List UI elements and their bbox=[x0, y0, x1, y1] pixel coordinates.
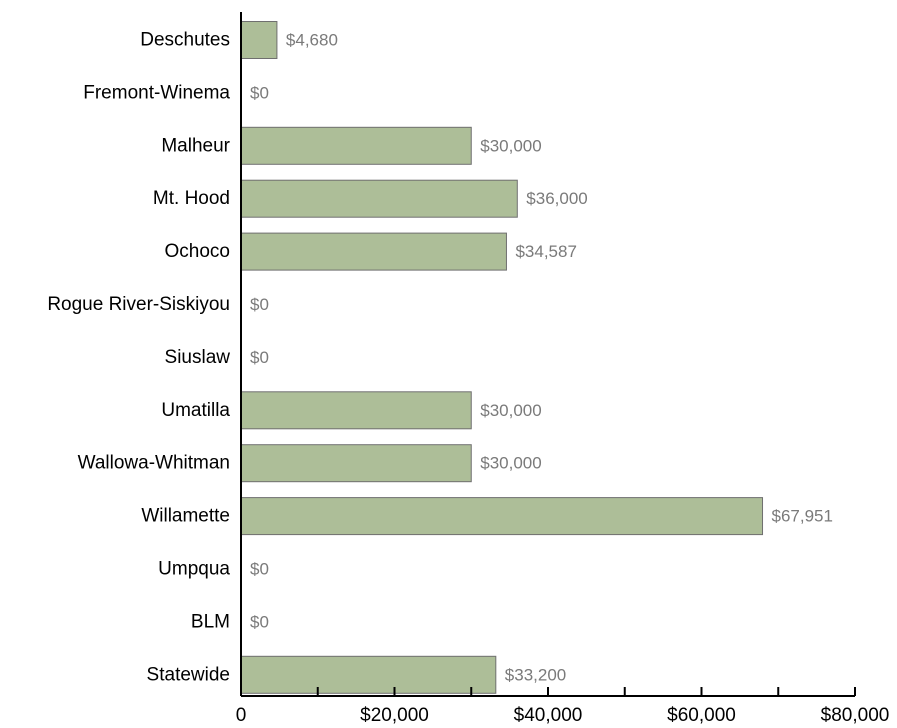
x-tick-label: $20,000 bbox=[360, 705, 429, 726]
bar-2 bbox=[240, 126, 472, 165]
x-ticks: 0 $20,000 $40,000 $60,000 $80,000 bbox=[236, 687, 890, 726]
value-label: $30,000 bbox=[480, 136, 541, 155]
category-label: Ochoco bbox=[165, 241, 230, 262]
value-label: $30,000 bbox=[480, 454, 541, 473]
value-label: $0 bbox=[250, 612, 269, 631]
category-label: Deschutes bbox=[140, 30, 230, 51]
value-label: $0 bbox=[250, 560, 269, 579]
bar-9 bbox=[240, 497, 764, 536]
category-label: Wallowa-Whitman bbox=[78, 453, 230, 474]
category-label: Fremont-Winema bbox=[83, 82, 230, 103]
axes-group bbox=[240, 12, 855, 697]
category-label: Willamette bbox=[141, 506, 230, 527]
category-label: Malheur bbox=[161, 135, 230, 156]
category-label: Rogue River-Siskiyou bbox=[47, 294, 230, 315]
category-label: Statewide bbox=[147, 664, 230, 685]
category-label: BLM bbox=[191, 611, 230, 632]
value-label: $67,951 bbox=[772, 507, 833, 526]
bars-group bbox=[240, 21, 764, 694]
x-tick-label: 0 bbox=[236, 705, 247, 726]
value-labels: $4,680 $0 $30,000 $36,000 $34,587 $0 $0 $30,000… bbox=[250, 31, 833, 685]
bar-7 bbox=[240, 391, 472, 430]
value-label: $36,000 bbox=[526, 189, 587, 208]
bar-0 bbox=[240, 21, 278, 59]
category-labels: Deschutes Fremont-Winema Malheur Mt. Hood Oc… bbox=[47, 30, 230, 686]
bar-8 bbox=[240, 444, 472, 483]
value-label: $30,000 bbox=[480, 401, 541, 420]
category-label: Umpqua bbox=[158, 559, 230, 580]
x-tick-label: $80,000 bbox=[821, 705, 890, 726]
value-label: $0 bbox=[250, 295, 269, 314]
value-label: $34,587 bbox=[515, 242, 576, 261]
value-label: $33,200 bbox=[505, 665, 566, 684]
category-label: Mt. Hood bbox=[153, 188, 230, 209]
category-label: Umatilla bbox=[161, 400, 230, 421]
value-label: $0 bbox=[250, 83, 269, 102]
bar-12 bbox=[240, 655, 497, 694]
category-label: Siuslaw bbox=[165, 347, 231, 368]
x-tick-label: $60,000 bbox=[667, 705, 736, 726]
bar-3 bbox=[240, 179, 518, 218]
x-tick-label: $40,000 bbox=[514, 705, 583, 726]
value-label: $4,680 bbox=[286, 31, 338, 50]
value-label: $0 bbox=[250, 348, 269, 367]
bar-4 bbox=[240, 232, 507, 271]
